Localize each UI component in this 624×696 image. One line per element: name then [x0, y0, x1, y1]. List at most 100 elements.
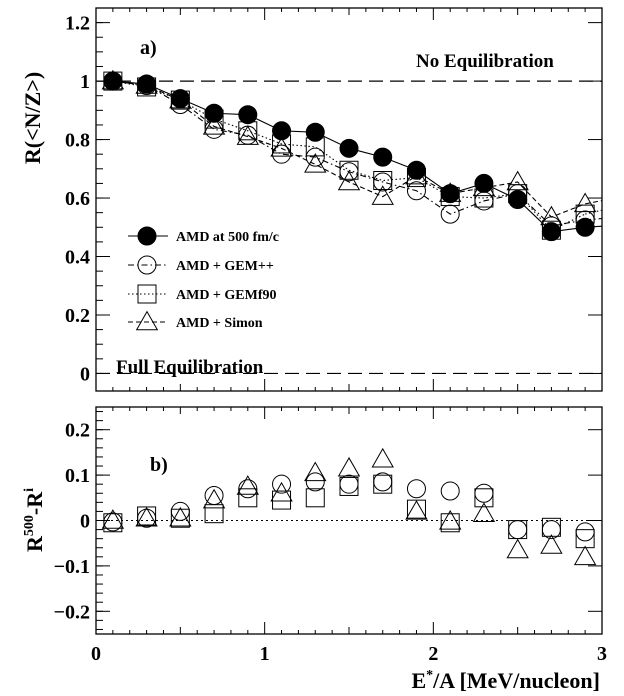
panel-a-reference-lines — [96, 80, 602, 375]
y-tick-label: 0.4 — [65, 247, 90, 269]
data-point — [238, 105, 258, 125]
data-point — [474, 488, 494, 508]
y-tick-label: −0.2 — [54, 601, 90, 623]
data-point — [474, 483, 494, 503]
data-point — [406, 499, 426, 519]
data-point — [573, 192, 597, 213]
data-point — [541, 517, 561, 537]
legend-marker — [137, 284, 157, 304]
data-point — [506, 538, 529, 559]
data-point — [304, 461, 327, 482]
y-title-main: R — [22, 535, 47, 552]
data-point — [339, 138, 359, 158]
y-tick-label: 0.8 — [65, 130, 90, 152]
data-point — [540, 534, 563, 554]
y-tick-label: 0.2 — [65, 420, 90, 442]
data-point — [508, 520, 528, 540]
legend-label: AMD + GEMf90 — [176, 288, 277, 303]
y-tick-label: 0.1 — [65, 465, 90, 487]
data-point — [204, 119, 224, 139]
data-point — [508, 190, 528, 209]
data-point — [135, 506, 158, 527]
series — [103, 474, 595, 549]
series — [103, 71, 603, 242]
legend-entry: AMD + GEMf90 — [128, 284, 277, 304]
panel-b-series — [101, 447, 597, 566]
data-point — [371, 185, 394, 205]
panel-b: 0 1 2 3 −0.2 −0.1 0 0.1 0.2 b) R500-Ri E*/A [MeV… — [22, 406, 607, 693]
series — [103, 472, 595, 542]
data-point — [373, 147, 393, 167]
x-tick-label: 0 — [91, 643, 101, 665]
data-point — [202, 115, 226, 135]
data-point — [541, 222, 561, 242]
full-equilibration-label: Full Equilibration — [116, 357, 264, 378]
y-title-sup2: i — [22, 488, 37, 492]
legend-marker — [137, 255, 157, 275]
x-title-sup: * — [426, 668, 433, 683]
data-point — [506, 170, 529, 191]
x-title-main: E — [411, 668, 426, 693]
panel-a-series — [101, 69, 603, 242]
data-point — [371, 447, 394, 468]
data-point — [337, 456, 361, 477]
data-point — [339, 476, 359, 496]
y-tick-label: 0.6 — [65, 188, 90, 210]
data-point — [373, 172, 393, 192]
legend-entry: AMD at 500 fm/c — [128, 226, 279, 246]
data-point — [440, 204, 460, 224]
data-point — [405, 500, 428, 520]
x-tick-label: 2 — [428, 643, 438, 665]
data-point — [575, 217, 595, 237]
legend-marker — [137, 226, 157, 246]
data-point — [103, 71, 123, 91]
data-point — [170, 89, 190, 109]
series — [101, 447, 597, 566]
data-point — [440, 481, 460, 501]
y-tick-label: 0 — [80, 511, 90, 533]
y-tick-label: 1 — [80, 71, 90, 93]
data-point — [373, 474, 393, 494]
data-point — [137, 74, 157, 94]
data-point — [204, 504, 224, 524]
data-point — [508, 520, 528, 540]
legend: AMD at 500 fm/c AMD + GEM++ AMD + GEMf90 AM… — [128, 226, 279, 331]
series-line-tail — [585, 209, 603, 215]
panel-a: 0 0.2 0.4 0.6 0.8 1 1.2 a) No Equilibration Fu… — [20, 7, 603, 392]
data-point — [406, 160, 426, 180]
data-point — [305, 472, 325, 492]
data-point — [204, 103, 224, 123]
data-point — [440, 184, 460, 204]
x-title-rest: /A [MeV/nucleon] — [432, 668, 600, 693]
panel-a-y-axis-title: R(<N/Z>) — [20, 72, 45, 164]
x-tick-label: 1 — [260, 643, 270, 665]
data-point — [305, 147, 325, 167]
legend-label: AMD + Simon — [176, 316, 263, 331]
legend-label: AMD + GEM++ — [176, 259, 274, 274]
data-point — [236, 475, 260, 495]
data-point — [169, 506, 192, 527]
data-point — [472, 502, 496, 522]
panel-a-ticks: 0 0.2 0.4 0.6 0.8 1 1.2 — [65, 8, 603, 391]
data-point — [440, 513, 460, 533]
data-point — [272, 121, 292, 141]
data-point — [238, 488, 258, 508]
legend-label: AMD at 500 fm/c — [176, 230, 279, 245]
data-point — [304, 153, 327, 173]
data-point — [272, 490, 292, 510]
series-line — [112, 80, 586, 218]
data-point — [438, 510, 462, 530]
data-point — [406, 479, 426, 499]
panel-b-label: b) — [150, 454, 168, 476]
data-point — [170, 508, 190, 528]
data-point — [101, 509, 125, 529]
x-tick-label: 3 — [597, 643, 607, 665]
data-point — [305, 122, 325, 142]
data-point — [270, 481, 293, 502]
panel-b-ticks: 0 1 2 3 −0.2 −0.1 0 0.1 0.2 — [54, 407, 607, 665]
data-point — [272, 474, 292, 494]
legend-entry: AMD + Simon — [128, 310, 263, 331]
y-tick-label: −0.1 — [54, 556, 90, 578]
data-point — [474, 173, 494, 193]
data-point — [337, 170, 361, 191]
